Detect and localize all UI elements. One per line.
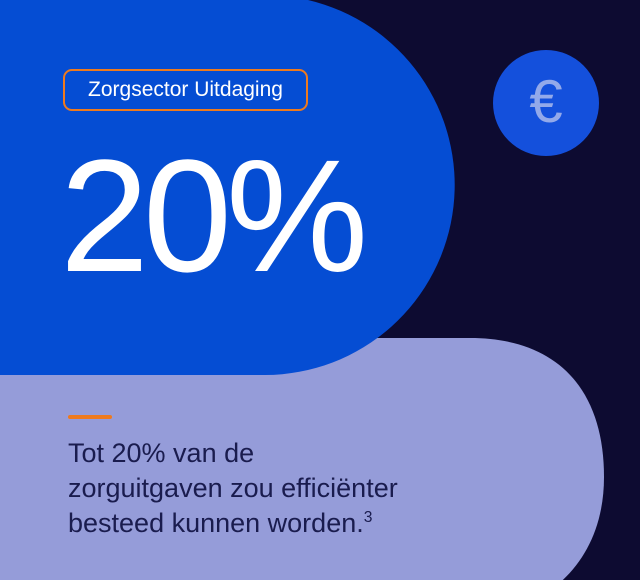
caption-line-2: zorguitgaven zou efficiënter — [68, 473, 398, 503]
stat-value: 20% — [60, 126, 368, 305]
lavender-panel-shape — [0, 338, 604, 580]
caption: Tot 20% van de zorguitgaven zou efficiën… — [68, 436, 488, 541]
footnote-marker: 3 — [363, 509, 373, 526]
category-badge-label: Zorgsector Uitdaging — [88, 78, 283, 101]
category-badge: Zorgsector Uitdaging — [63, 69, 308, 111]
caption-line-3: besteed kunnen worden.3 — [68, 506, 488, 541]
accent-divider — [68, 415, 112, 419]
caption-line-3-text: besteed kunnen worden. — [68, 508, 364, 538]
blue-blob-shape — [0, 0, 455, 375]
euro-badge: € — [493, 50, 599, 156]
euro-icon: € — [529, 68, 563, 135]
caption-line-1: Tot 20% van de — [68, 438, 255, 468]
